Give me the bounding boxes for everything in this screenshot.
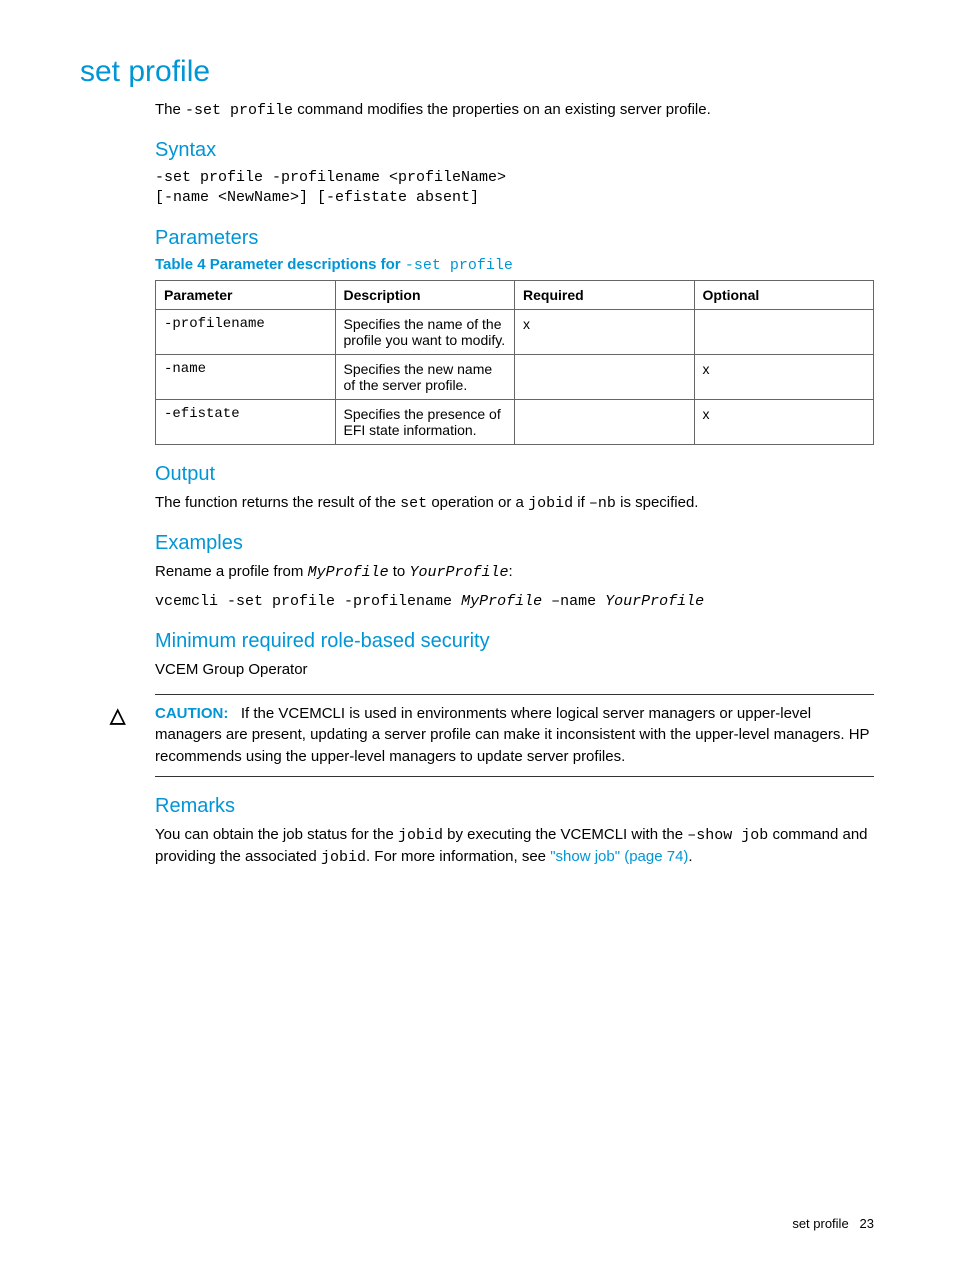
ex-mid: to <box>389 563 410 580</box>
cell-optional <box>694 309 874 354</box>
rc1: jobid <box>398 827 443 844</box>
output-t1: The function returns the result of the <box>155 494 400 511</box>
rc2: –show job <box>687 827 768 844</box>
output-t3: if <box>573 494 589 511</box>
eca: MyProfile <box>461 593 542 610</box>
cell-desc: Specifies the presence of EFI state info… <box>335 399 515 444</box>
caption-cmd: -set profile <box>405 257 513 274</box>
rt2: by executing the VCEMCLI with the <box>443 826 687 843</box>
ex-b: YourProfile <box>409 564 508 581</box>
table-row: -profilename Specifies the name of the p… <box>156 309 874 354</box>
footer-page: 23 <box>860 1216 874 1231</box>
security-heading: Minimum required role-based security <box>155 630 874 653</box>
remarks-heading: Remarks <box>155 795 874 818</box>
rt5: . <box>688 848 692 865</box>
output-c3: –nb <box>589 495 616 512</box>
ex-a: MyProfile <box>308 564 389 581</box>
cell-param: -efistate <box>156 399 336 444</box>
remarks-text: You can obtain the job status for the jo… <box>155 824 874 868</box>
caution-body: If the VCEMCLI is used in environments w… <box>155 705 869 766</box>
col-description: Description <box>335 280 515 309</box>
intro-text: The -set profile command modifies the pr… <box>155 99 874 121</box>
table-row: -name Specifies the new name of the serv… <box>156 354 874 399</box>
remarks-link[interactable]: "show job" (page 74) <box>550 848 688 865</box>
table-caption: Table 4 Parameter descriptions for -set … <box>155 256 874 274</box>
intro-cmd: -set profile <box>185 102 293 119</box>
intro-post: command modifies the properties on an ex… <box>293 101 711 118</box>
cell-optional: x <box>694 399 874 444</box>
cell-param: -profilename <box>156 309 336 354</box>
col-optional: Optional <box>694 280 874 309</box>
caution-icon: △ <box>110 703 134 728</box>
col-parameter: Parameter <box>156 280 336 309</box>
ec2: –name <box>542 593 605 610</box>
cell-required <box>515 399 695 444</box>
cell-desc: Specifies the new name of the server pro… <box>335 354 515 399</box>
caution-label: CAUTION: <box>155 705 228 722</box>
syntax-code: -set profile -profilename <profileName> … <box>155 168 874 209</box>
parameters-heading: Parameters <box>155 227 874 250</box>
footer-label: set profile <box>792 1216 848 1231</box>
ex-pre: Rename a profile from <box>155 563 308 580</box>
rc3: jobid <box>321 849 366 866</box>
security-text: VCEM Group Operator <box>155 659 874 680</box>
page-title: set profile <box>80 55 874 89</box>
output-text: The function returns the result of the s… <box>155 492 874 514</box>
cell-required: x <box>515 309 695 354</box>
rt4: . For more information, see <box>366 848 550 865</box>
caution-block: △ CAUTION: If the VCEMCLI is used in env… <box>155 694 874 777</box>
col-required: Required <box>515 280 695 309</box>
cell-param: -name <box>156 354 336 399</box>
caution-text: CAUTION: If the VCEMCLI is used in envir… <box>155 703 874 768</box>
output-heading: Output <box>155 463 874 486</box>
rt1: You can obtain the job status for the <box>155 826 398 843</box>
cell-desc: Specifies the name of the profile you wa… <box>335 309 515 354</box>
ex-post: : <box>508 563 512 580</box>
ec1: vcemcli -set profile -profilename <box>155 593 461 610</box>
ecb: YourProfile <box>605 593 704 610</box>
syntax-heading: Syntax <box>155 139 874 162</box>
examples-heading: Examples <box>155 532 874 555</box>
table-row: -efistate Specifies the presence of EFI … <box>156 399 874 444</box>
example-code: vcemcli -set profile -profilename MyProf… <box>155 591 874 612</box>
cell-optional: x <box>694 354 874 399</box>
intro-pre: The <box>155 101 185 118</box>
output-t2: operation or a <box>427 494 528 511</box>
example-desc: Rename a profile from MyProfile to YourP… <box>155 561 874 583</box>
parameters-table: Parameter Description Required Optional … <box>155 280 874 445</box>
output-c2: jobid <box>528 495 573 512</box>
page-footer: set profile 23 <box>792 1216 874 1231</box>
cell-required <box>515 354 695 399</box>
caption-prefix: Table 4 Parameter descriptions for <box>155 256 405 273</box>
table-header-row: Parameter Description Required Optional <box>156 280 874 309</box>
output-c1: set <box>400 495 427 512</box>
output-t4: is specified. <box>616 494 699 511</box>
